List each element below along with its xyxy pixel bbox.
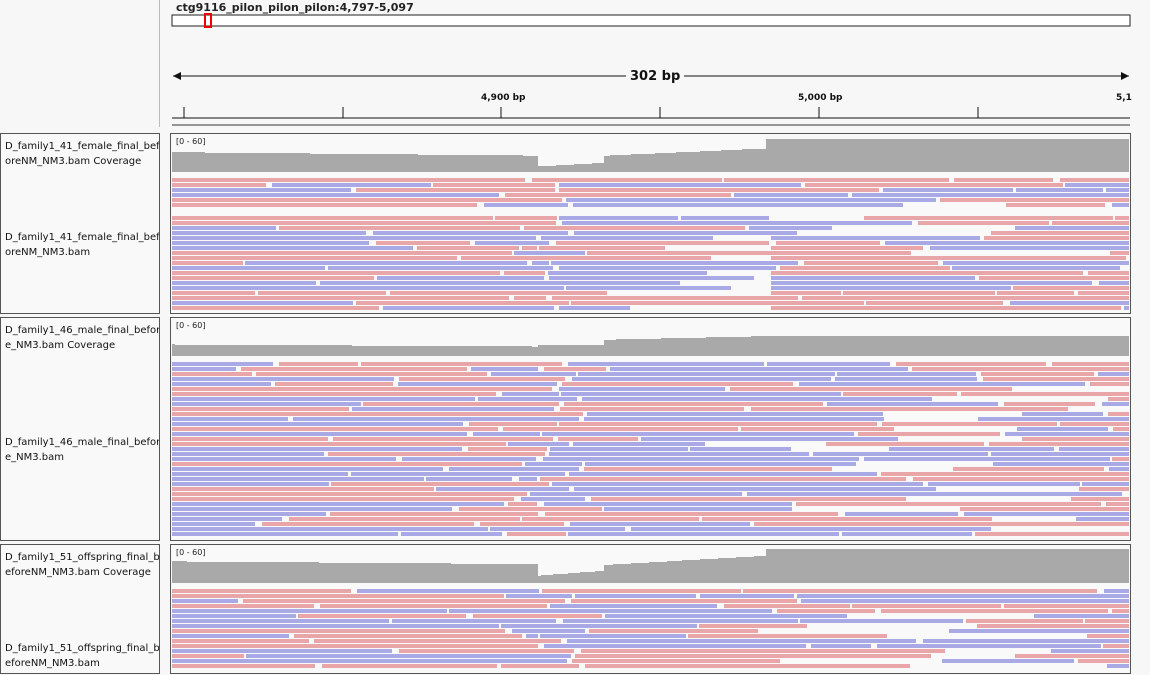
read-pileup[interactable] [172,178,1129,310]
tick-label-5000: 5,000 bp [798,93,843,103]
coverage-histogram [172,336,1129,356]
ruler-svg[interactable] [0,0,1150,130]
alignment-track-label[interactable]: D_family1_51_offspring_final_beforeNM_NM… [5,643,160,669]
coverage-histogram [172,549,1129,583]
ruler-ticks [183,107,979,118]
data-panel-2[interactable]: [0 - 60] [170,317,1131,541]
track-svg-1[interactable] [171,134,1132,315]
data-panel-1[interactable]: [0 - 60] [170,133,1131,314]
span-label: 302 bp [626,69,685,84]
ideogram [171,14,1131,27]
alignment-track-label[interactable]: D_family1_46_male_final_before_NM3.bam [5,437,160,463]
read-pileup[interactable] [172,362,1129,536]
tick-label-4900: 4,900 bp [481,93,526,103]
track-name-panel-2[interactable]: D_family1_46_male_final_before_NM3.bam C… [0,317,160,541]
track-name-panel-1[interactable]: D_family1_41_female_final_beforeNM_NM3.b… [0,133,160,314]
read-pileup[interactable] [172,589,1129,668]
coverage-track-label[interactable]: D_family1_51_offspring_final_beforeNM_NM… [5,552,160,578]
data-panel-3[interactable]: [0 - 60] [170,544,1131,674]
ruler-name-panel [0,0,160,127]
locus-label: ctg9116_pilon_pilon_pilon:4,797-5,097 [176,1,414,14]
data-range-label: [0 - 60] [176,548,206,557]
coverage-histogram [172,139,1129,172]
track-name-panel-3[interactable]: D_family1_51_offspring_final_beforeNM_NM… [0,544,160,674]
ideogram-current-region [204,13,212,28]
tick-label-5100: 5,1 [1116,93,1132,103]
data-range-label: [0 - 60] [176,137,206,146]
data-range-label: [0 - 60] [176,321,206,330]
span-arrow-right [1121,72,1129,80]
alignment-track-label[interactable]: D_family1_41_female_final_beforeNM_NM3.b… [5,232,160,258]
coverage-track-label[interactable]: D_family1_41_female_final_beforeNM_NM3.b… [5,141,160,167]
track-svg-3[interactable] [171,545,1132,675]
span-arrow-left [173,72,181,80]
coverage-track-label[interactable]: D_family1_46_male_final_before_NM3.bam C… [5,325,160,351]
track-svg-2[interactable] [171,318,1132,542]
